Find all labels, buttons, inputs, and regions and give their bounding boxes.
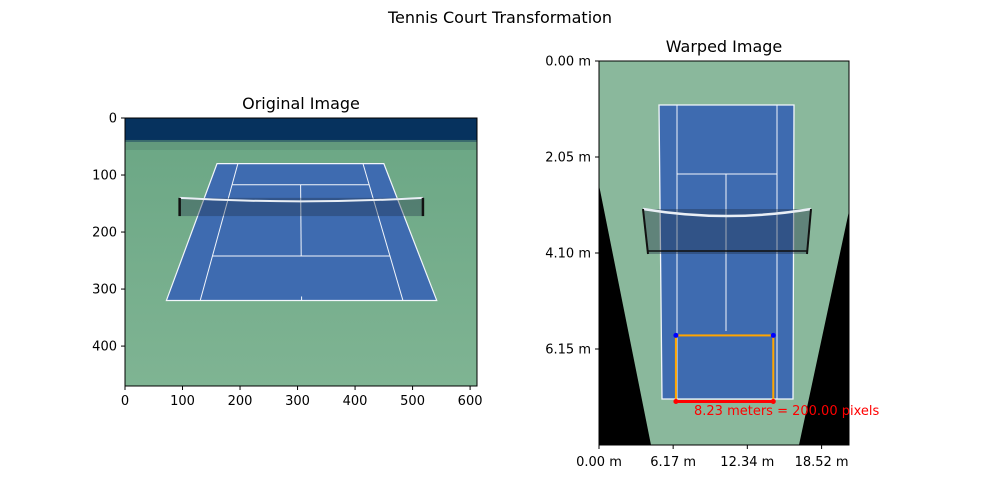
original-image-title: Original Image	[242, 94, 360, 113]
net-tape	[179, 196, 423, 203]
wall-shadow	[125, 139, 477, 150]
warped-image-subplot: Warped Image 0.00 m 6.17 m 12.34 m 18.52 m …	[545, 37, 879, 470]
x-tick-label: 0.00 m	[576, 455, 622, 470]
y-tick-label: 0	[109, 112, 117, 127]
scale-annotation: 8.23 meters = 200.00 pixels	[694, 404, 879, 419]
warped-court-image	[599, 61, 849, 445]
warped-x-axis: 0.00 m 6.17 m 12.34 m 18.52 m	[576, 445, 849, 470]
corner-bottom-right	[770, 398, 776, 404]
x-tick-label: 400	[343, 394, 368, 409]
original-image-subplot: Original Image 0 100 200 300 400 500 600 0 100 2…	[92, 94, 482, 409]
x-tick-label: 200	[228, 394, 253, 409]
x-tick-label: 100	[170, 394, 195, 409]
y-tick-label: 200	[92, 226, 117, 241]
warped-y-axis: 0.00 m 2.05 m 4.10 m 6.15 m	[545, 55, 599, 358]
x-tick-label: 6.17 m	[650, 455, 696, 470]
y-tick-label: 400	[92, 340, 117, 355]
y-tick-label: 4.10 m	[545, 247, 591, 262]
x-tick-label: 18.52 m	[795, 455, 849, 470]
figure-suptitle: Tennis Court Transformation	[387, 8, 612, 27]
warped-net-tape	[642, 207, 812, 218]
x-tick-label: 600	[458, 394, 483, 409]
left-singles-line	[199, 163, 239, 301]
warped-net-mesh	[643, 209, 811, 254]
right-singles-line	[362, 163, 404, 301]
warped-net-post-left	[642, 208, 649, 255]
center-service-line	[300, 184, 302, 256]
stadium-wall	[125, 118, 477, 142]
y-tick-label: 0.00 m	[545, 55, 591, 70]
corner-top-right	[770, 332, 776, 338]
corner-bottom-left	[673, 398, 679, 404]
warped-net-post-right	[806, 208, 812, 255]
original-y-axis: 0 100 200 300 400	[92, 112, 125, 355]
y-tick-label: 100	[92, 169, 117, 184]
original-court-image	[125, 118, 477, 386]
y-tick-label: 6.15 m	[545, 343, 591, 358]
x-tick-label: 0	[121, 394, 129, 409]
x-tick-label: 500	[400, 394, 425, 409]
x-tick-label: 12.34 m	[720, 455, 774, 470]
corner-top-left	[673, 332, 679, 338]
y-tick-label: 2.05 m	[545, 151, 591, 166]
original-image-frame	[124, 117, 478, 387]
net-mesh	[179, 197, 423, 217]
x-tick-label: 300	[285, 394, 310, 409]
original-x-axis: 0 100 200 300 400 500 600	[121, 386, 483, 409]
court-surface	[165, 163, 438, 302]
y-tick-label: 300	[92, 283, 117, 298]
warped-image-title: Warped Image	[666, 37, 783, 56]
